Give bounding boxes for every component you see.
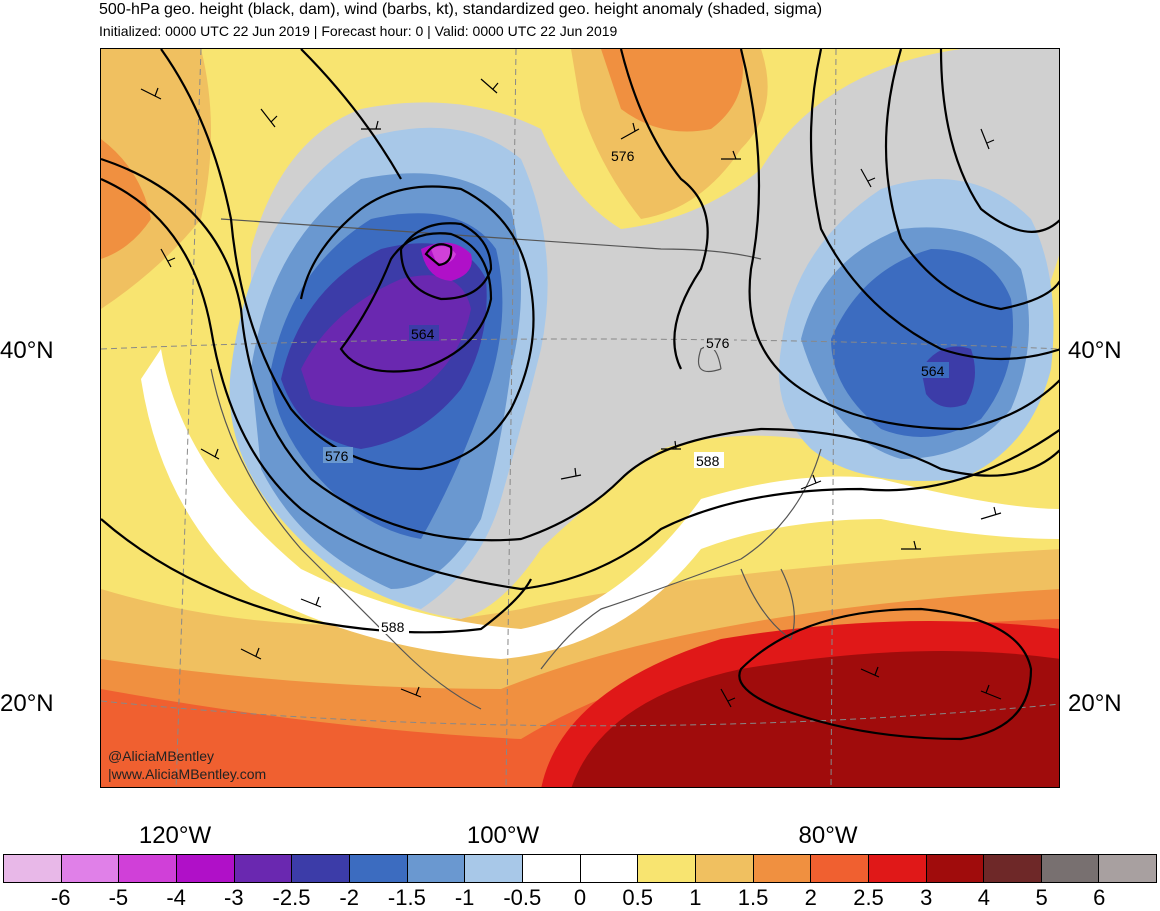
- colorbar-swatch: [119, 855, 177, 882]
- colorbar-swatch: [1099, 855, 1157, 882]
- colorbar-swatch: [522, 855, 581, 882]
- lon-label-120w: 120°W: [138, 822, 212, 849]
- contour-label-564-west: 564: [411, 326, 435, 342]
- contour-label-576-east: 576: [706, 335, 730, 351]
- colorbar-tick-label: 0.5: [622, 885, 653, 910]
- colorbar-swatch: [234, 855, 293, 882]
- map-title: 500-hPa geo. height (black, dam), wind (…: [99, 1, 823, 18]
- credit-handle: @AliciaMBentley: [108, 748, 215, 764]
- colorbar-swatch: [349, 855, 408, 882]
- colorbar-swatch: [926, 855, 985, 882]
- contour-label-588-west: 588: [381, 619, 405, 635]
- colorbar-tick-label: 5: [1035, 885, 1048, 910]
- wind-barbs: [140, 78, 1002, 708]
- colorbar-swatch: [1041, 855, 1100, 882]
- lat-label-20-left: 20°N: [0, 690, 54, 717]
- lat-label-40-right: 40°N: [1068, 337, 1122, 364]
- lon-label-80w: 80°W: [798, 822, 858, 849]
- contour-label-576-north: 576: [611, 148, 635, 164]
- anomaly-band-4: [571, 651, 1059, 787]
- colorbar-swatch: [61, 855, 120, 882]
- colorbar-tick-label: -0.5: [503, 885, 542, 910]
- lat-label-20-right: 20°N: [1068, 690, 1122, 717]
- colorbar-tick-label: 6: [1093, 885, 1106, 910]
- colorbar-swatch: [407, 855, 466, 882]
- colorbar-tick-label: -1.5: [387, 885, 426, 910]
- colorbar-tick-label: 3: [920, 885, 933, 910]
- colorbar-tick-label: 1.5: [737, 885, 769, 910]
- colorbar-swatch: [811, 855, 869, 882]
- colorbar-tick-label: 2: [804, 885, 817, 910]
- anomaly-neutral-band: [141, 349, 1059, 659]
- boundaries: [210, 218, 822, 710]
- colorbar: [3, 854, 1157, 883]
- colorbar-tick-label: -2.5: [272, 885, 311, 910]
- colorbar-swatch: [868, 855, 927, 882]
- colorbar-tick-label: -3: [224, 885, 244, 910]
- colorbar-tick-label: -6: [50, 885, 71, 910]
- colorbar-tick-label: 1: [689, 885, 702, 910]
- colorbar-tick-label: 4: [977, 885, 991, 910]
- lat-label-40-left: 40°N: [0, 337, 54, 364]
- height-contours: [101, 49, 1059, 741]
- colorbar-tick-label: -2: [339, 885, 359, 910]
- colorbar-swatch: [176, 855, 235, 882]
- contour-label-576-west: 576: [325, 448, 349, 464]
- lon-label-100w: 100°W: [466, 822, 540, 849]
- map-panel: 576 564 576 576 564 588 588: [100, 48, 1060, 788]
- colorbar-swatch: [292, 855, 350, 882]
- contour-labels: 576 564 576 576 564 588 588: [323, 147, 949, 635]
- colorbar-swatch: [638, 855, 696, 882]
- colorbar-tick-label: -4: [166, 885, 186, 910]
- contour-label-564-east: 564: [921, 363, 945, 379]
- colorbar-tick-label: -5: [108, 885, 129, 910]
- colorbar-tick-label: 0: [573, 885, 587, 910]
- graticule: [101, 49, 1059, 787]
- map-svg: 576 564 576 576 564 588 588: [101, 49, 1059, 787]
- colorbar-swatch: [580, 855, 639, 882]
- colorbar-tick-label: -1: [454, 885, 475, 910]
- colorbar-tick-label: 2.5: [853, 885, 884, 910]
- colorbar-swatch: [695, 855, 754, 882]
- colorbar-swatch: [4, 855, 62, 882]
- colorbar-swatch: [984, 855, 1042, 882]
- contour-label-588-east: 588: [696, 453, 720, 469]
- colorbar-swatch: [753, 855, 812, 882]
- credit-website: |www.AliciaMBentley.com: [108, 766, 267, 782]
- colorbar-swatch: [465, 855, 523, 882]
- map-subtitle: Initialized: 0000 UTC 22 Jun 2019 | Fore…: [99, 23, 618, 39]
